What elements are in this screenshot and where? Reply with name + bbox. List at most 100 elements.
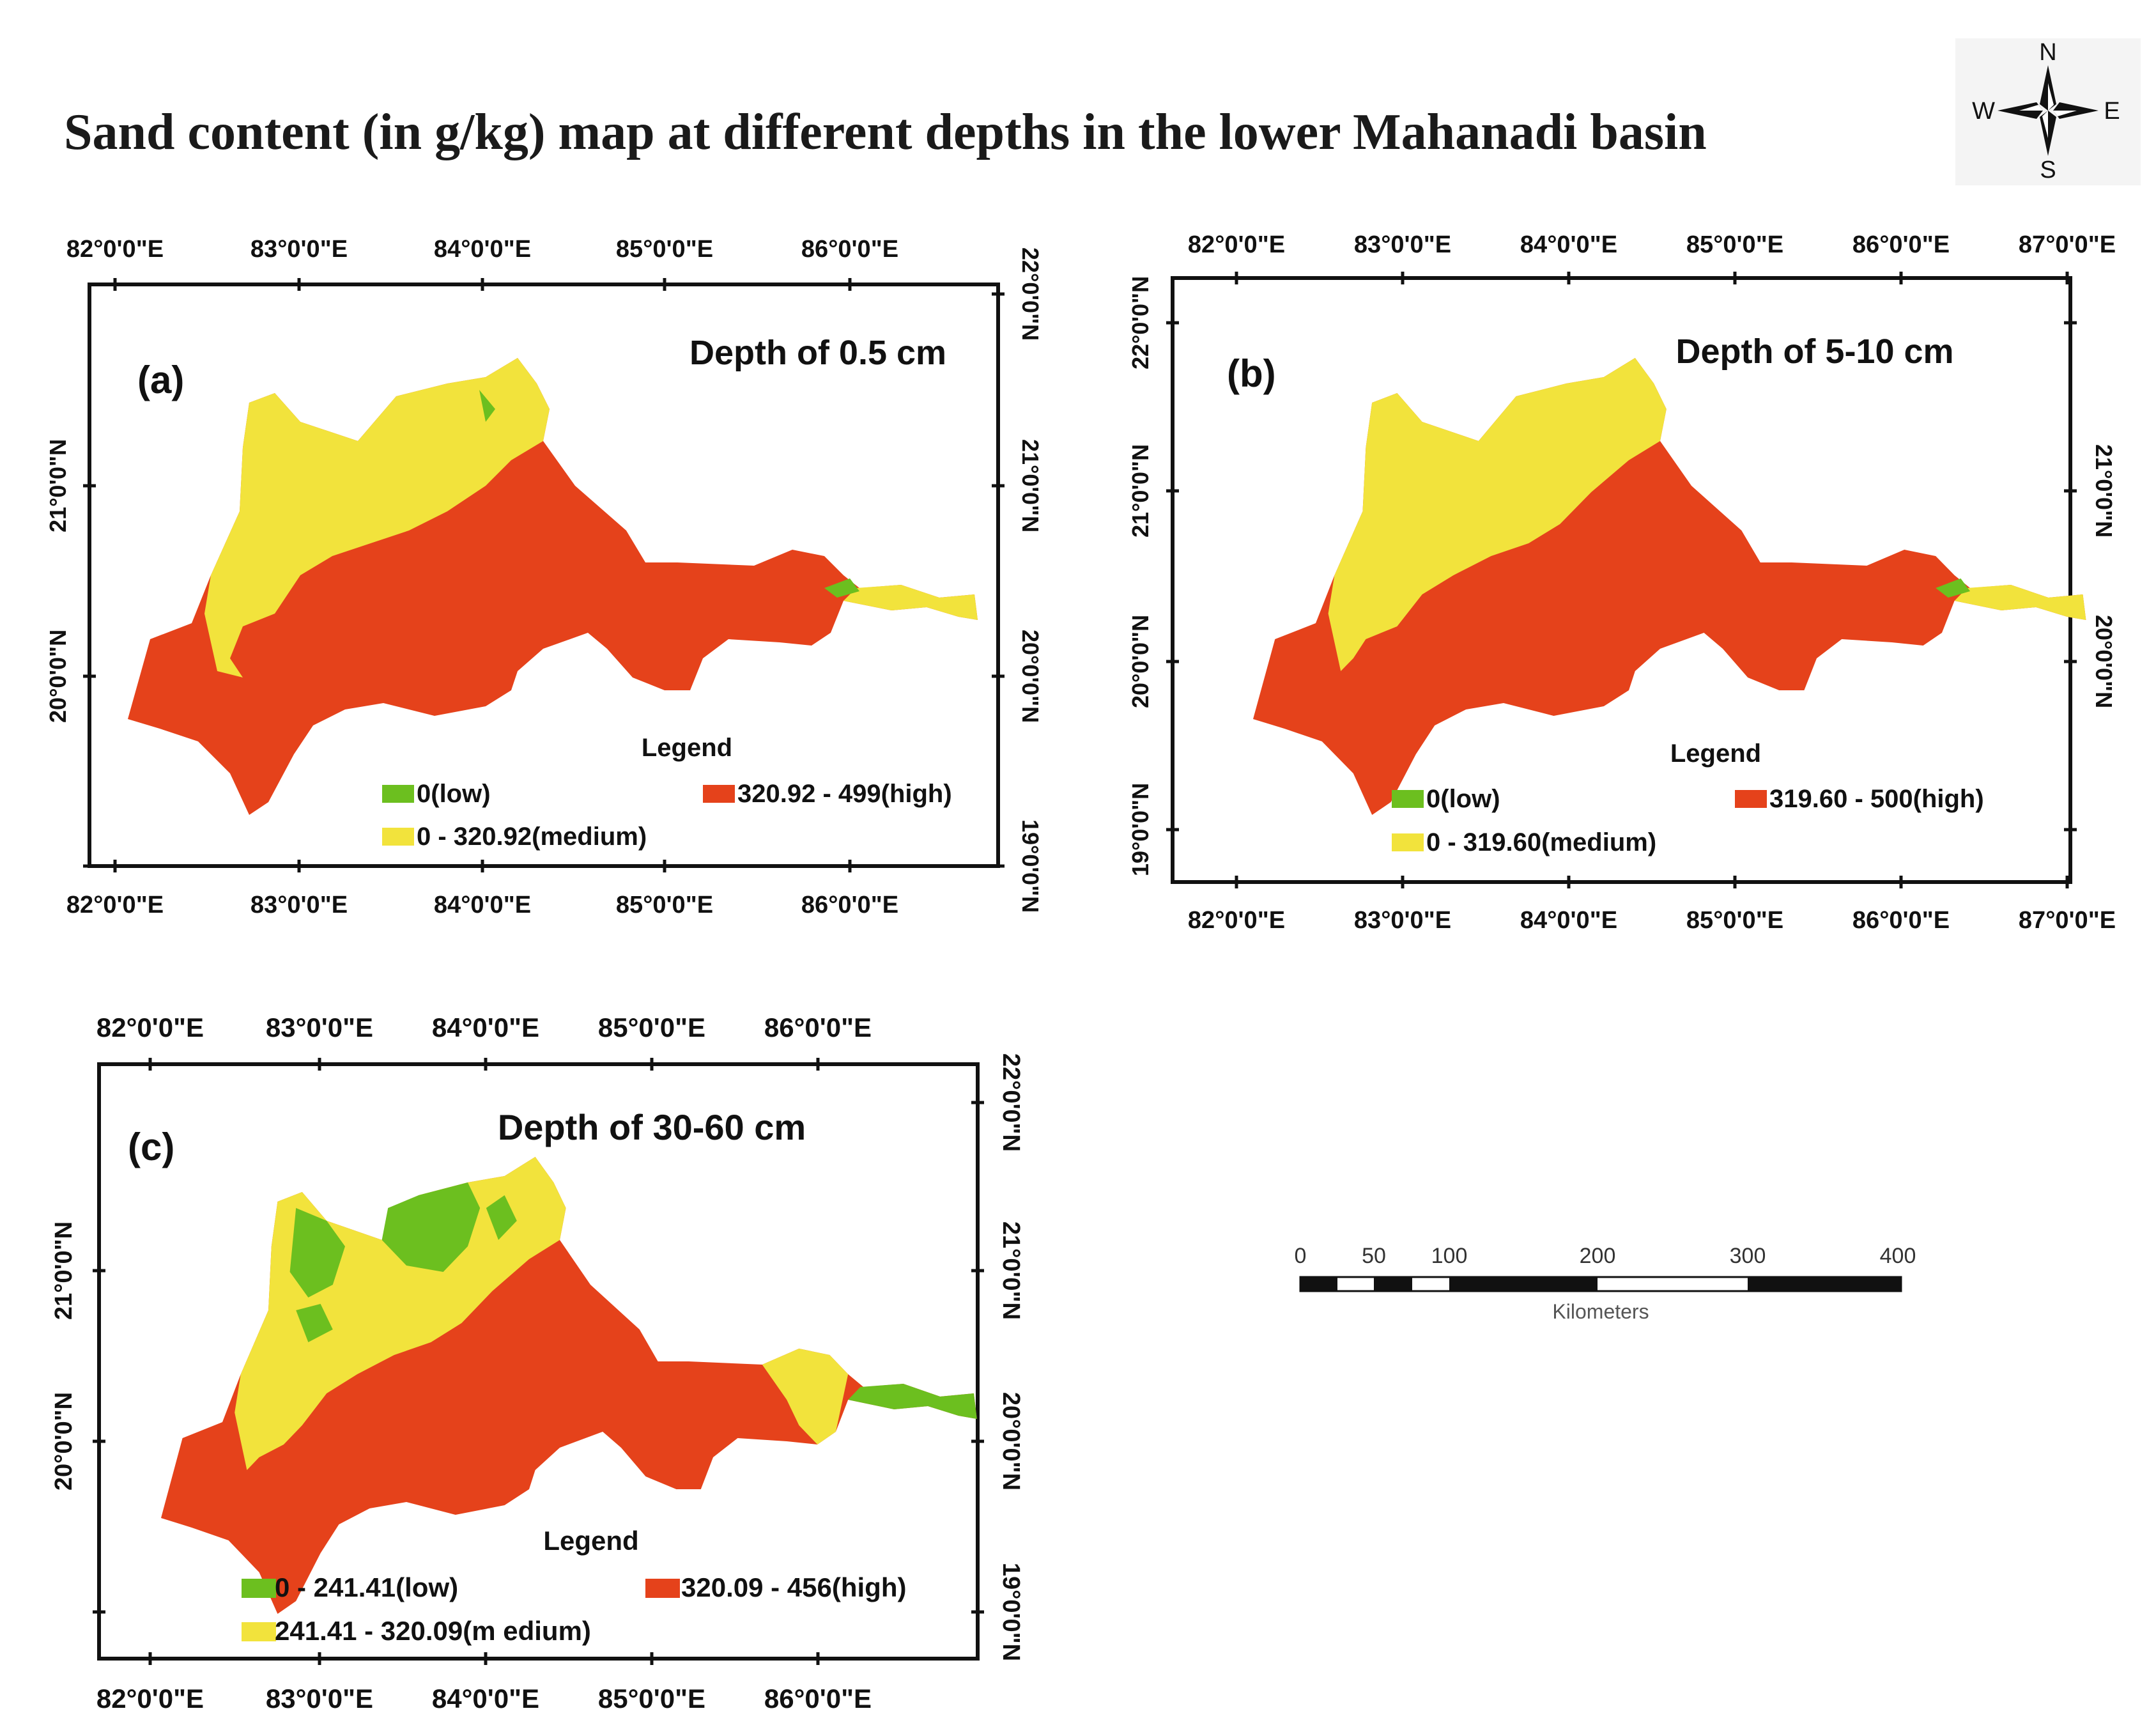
scale-tick-label: 100	[1431, 1244, 1468, 1268]
lon-tick-label: 85°0'0"E	[616, 892, 713, 918]
lon-tick-label: 86°0'0"E	[1852, 231, 1950, 258]
lat-tick-label: 20°0'0"N	[997, 1392, 1024, 1491]
scale-tick-label: 0	[1295, 1244, 1307, 1268]
panel-a-depth-title: Depth of 0.5 cm	[689, 334, 946, 372]
basin-map-a	[128, 358, 978, 815]
lon-tick-label: 86°0'0"E	[1852, 907, 1950, 934]
basin-map-b	[1253, 358, 2086, 815]
lat-tick-label: 21°0'0"N	[1017, 439, 1043, 532]
lon-tick-label: 86°0'0"E	[801, 236, 898, 263]
legend-b: Legend 0(low) 319.60 - 500(high) 0 - 319…	[1392, 740, 1984, 856]
lat-tick-label: 21°0'0"N	[50, 1221, 77, 1320]
lon-tick-label: 83°0'0"E	[250, 892, 348, 918]
lon-tick-label: 83°0'0"E	[1354, 231, 1451, 258]
lon-tick-label: 83°0'0"E	[250, 236, 348, 263]
panel-c-frame	[97, 1062, 980, 1661]
compass-north-label: N	[2039, 39, 2056, 66]
lon-tick-label: 82°0'0"E	[66, 892, 164, 918]
legend-medium-label: 0 - 319.60(medium)	[1426, 828, 1656, 856]
lat-tick-label: 21°0'0"N	[997, 1221, 1024, 1320]
lon-tick-label: 86°0'0"E	[801, 892, 898, 918]
legend-heading: Legend	[543, 1526, 638, 1556]
lon-tick-label: 85°0'0"E	[598, 1012, 705, 1042]
lon-tick-label: 87°0'0"E	[2019, 907, 2116, 934]
legend-heading: Legend	[1670, 740, 1761, 768]
scale-tick-label: 400	[1880, 1244, 1916, 1268]
legend-swatch-high	[645, 1579, 680, 1598]
legend-swatch-low	[242, 1579, 276, 1598]
panel-c-depth-title: Depth of 30-60 cm	[498, 1107, 806, 1147]
lat-tick-label: 21°0'0"N	[45, 439, 71, 532]
lon-tick-label: 82°0'0"E	[96, 1684, 204, 1714]
lon-tick-label: 83°0'0"E	[266, 1684, 373, 1714]
compass-south-label: S	[2040, 157, 2056, 183]
north-arrow-icon	[1998, 65, 2098, 156]
lon-tick-label: 84°0'0"E	[432, 1684, 539, 1714]
lat-tick-label: 20°0'0"N	[50, 1392, 77, 1491]
scale-tick-label: 50	[1362, 1244, 1386, 1268]
panel-b-label: (b)	[1227, 352, 1276, 395]
lon-tick-label: 83°0'0"E	[1354, 907, 1451, 934]
legend-swatch-high	[703, 785, 735, 803]
lon-tick-label: 84°0'0"E	[1520, 231, 1617, 258]
lon-tick-label: 82°0'0"E	[1188, 907, 1285, 934]
legend-a: Legend 0(low) 320.92 - 499(high) 0 - 320…	[382, 734, 952, 851]
legend-high-label: 319.60 - 500(high)	[1769, 785, 1984, 813]
lat-tick-label: 22°0'0"N	[1017, 247, 1043, 341]
scale-tick-label: 300	[1730, 1244, 1766, 1268]
panel-b-frame	[1171, 276, 2072, 884]
scale-unit-label: Kilometers	[1552, 1300, 1649, 1323]
legend-medium-label: 241.41 - 320.09(m edium)	[275, 1616, 591, 1646]
legend-swatch-medium	[382, 828, 414, 846]
legend-low-label: 0(low)	[417, 780, 491, 808]
legend-low-label: 0(low)	[1426, 785, 1500, 813]
lon-tick-label: 86°0'0"E	[764, 1684, 872, 1714]
lat-tick-label: 20°0'0"N	[2091, 615, 2117, 708]
lat-tick-label: 20°0'0"N	[45, 630, 71, 723]
lon-tick-label: 83°0'0"E	[266, 1012, 373, 1042]
lon-tick-label: 84°0'0"E	[434, 236, 531, 263]
lon-tick-label: 87°0'0"E	[2019, 231, 2116, 258]
compass-east-label: E	[2104, 98, 2120, 125]
legend-swatch-medium	[1392, 833, 1424, 851]
lat-tick-label: 22°0'0"N	[1127, 276, 1153, 369]
lon-tick-label: 86°0'0"E	[764, 1012, 872, 1042]
lon-tick-label: 85°0'0"E	[616, 236, 713, 263]
lon-tick-label: 85°0'0"E	[598, 1684, 705, 1714]
legend-swatch-high	[1735, 790, 1767, 808]
legend-c: Legend 0 - 241.41(low) 320.09 - 456(high…	[242, 1526, 906, 1646]
compass-west-label: W	[1972, 98, 1995, 125]
lon-tick-label: 82°0'0"E	[96, 1012, 204, 1042]
lon-tick-label: 82°0'0"E	[66, 236, 164, 263]
lat-tick-label: 19°0'0"N	[997, 1563, 1024, 1661]
basin-map-c	[161, 1157, 977, 1614]
lat-tick-label: 20°0'0"N	[1017, 630, 1043, 723]
lon-tick-label: 85°0'0"E	[1686, 907, 1783, 934]
panel-c-label: (c)	[128, 1126, 174, 1168]
lat-tick-label: 19°0'0"N	[1127, 783, 1153, 876]
legend-high-label: 320.92 - 499(high)	[737, 780, 952, 808]
scale-tick-label: 200	[1580, 1244, 1616, 1268]
legend-swatch-low	[1392, 790, 1424, 808]
lat-tick-label: 21°0'0"N	[2091, 444, 2117, 538]
lon-tick-label: 82°0'0"E	[1188, 231, 1285, 258]
lon-tick-label: 84°0'0"E	[1520, 907, 1617, 934]
lon-tick-label: 85°0'0"E	[1686, 231, 1783, 258]
panel-a-label: (a)	[137, 359, 184, 401]
lon-tick-label: 84°0'0"E	[434, 892, 531, 918]
map-panel-a: 82°0'0"E 83°0'0"E 84°0'0"E 85°0'0"E 86°0…	[45, 236, 1043, 918]
lat-tick-label: 22°0'0"N	[997, 1053, 1024, 1152]
legend-low-label: 0 - 241.41(low)	[275, 1572, 458, 1602]
legend-medium-label: 0 - 320.92(medium)	[417, 823, 647, 851]
scale-bar: 0 50 100 200 300 400 Kilometers	[1295, 1244, 1916, 1323]
map-panel-b: 82°0'0"E 83°0'0"E 84°0'0"E 85°0'0"E 86°0…	[1127, 231, 2117, 934]
lat-tick-label: 19°0'0"N	[1017, 819, 1043, 913]
legend-swatch-low	[382, 785, 414, 803]
panel-a-frame	[88, 283, 1000, 868]
legend-swatch-medium	[242, 1622, 276, 1641]
map-panel-c: 82°0'0"E 83°0'0"E 84°0'0"E 85°0'0"E 86°0…	[50, 1012, 1024, 1714]
lat-tick-label: 21°0'0"N	[1127, 444, 1153, 538]
lat-tick-label: 20°0'0"N	[1127, 615, 1153, 708]
lon-tick-label: 84°0'0"E	[432, 1012, 539, 1042]
legend-heading: Legend	[642, 734, 732, 762]
